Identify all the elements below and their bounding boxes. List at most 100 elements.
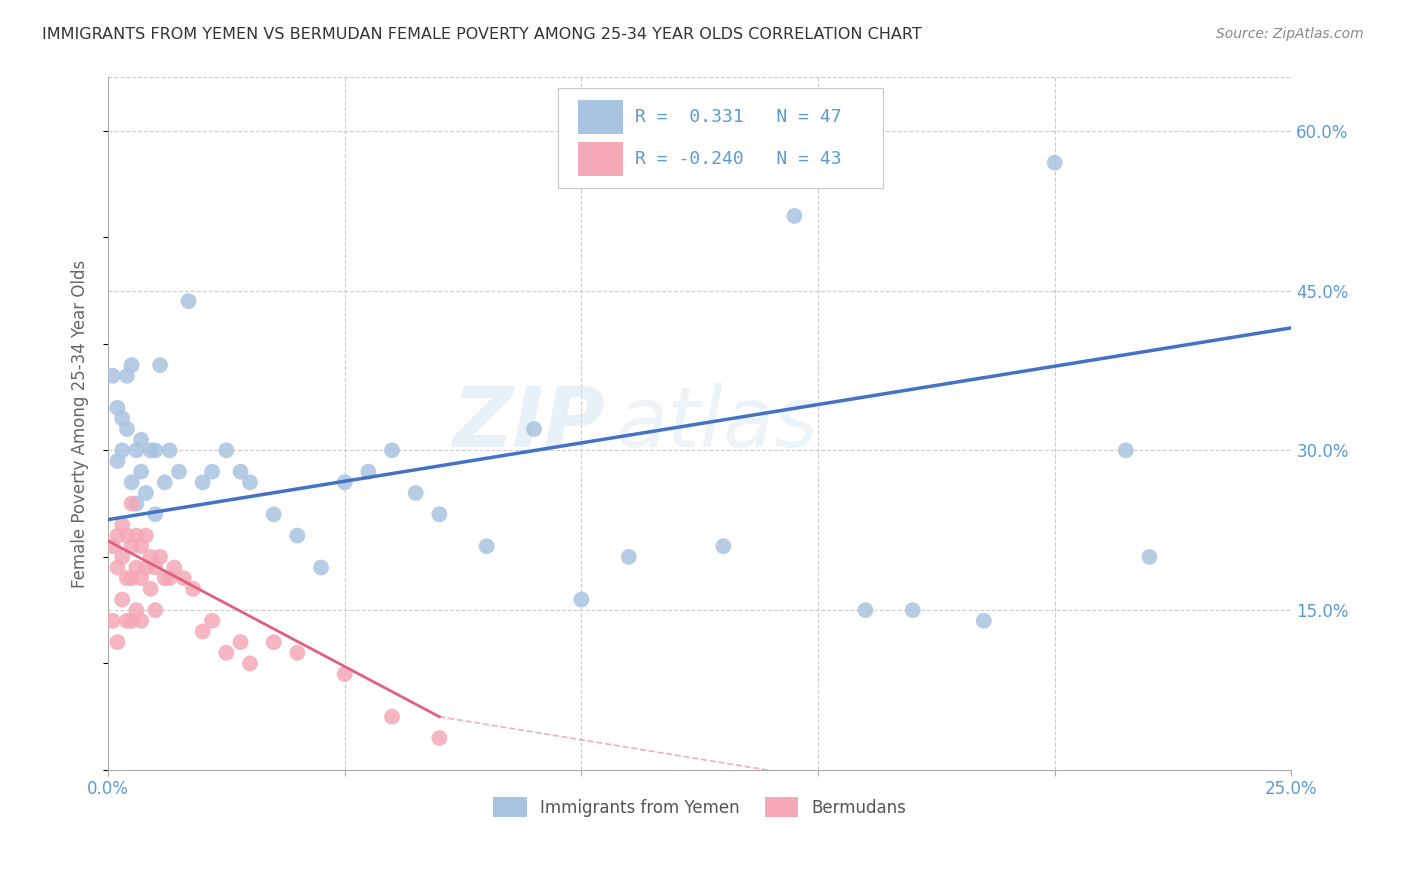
Point (201, 465, 224, 479)
Point (107, 560, 129, 574)
Point (901, 603, 924, 617)
Point (309, 560, 332, 574)
Point (115, 422, 138, 436)
Point (115, 368, 138, 383)
Point (143, 603, 166, 617)
Point (135, 560, 157, 574)
Point (125, 443, 148, 458)
Legend: Immigrants from Yemen, Bermudans: Immigrants from Yemen, Bermudans (486, 790, 912, 824)
Point (285, 528, 308, 542)
Point (427, 508, 450, 522)
Point (381, 443, 404, 458)
Point (149, 358, 172, 372)
Point (115, 528, 138, 542)
Point (101, 368, 124, 383)
Point (139, 443, 162, 458)
Point (973, 614, 995, 628)
Point (617, 549, 640, 564)
Point (121, 539, 143, 553)
Point (1043, 155, 1066, 169)
Point (111, 443, 134, 458)
Point (121, 497, 143, 511)
Bar (578, 142, 623, 177)
Point (523, 422, 546, 436)
Text: IMMIGRANTS FROM YEMEN VS BERMUDAN FEMALE POVERTY AMONG 25-34 YEAR OLDS CORRELATI: IMMIGRANTS FROM YEMEN VS BERMUDAN FEMALE… (42, 27, 922, 42)
Point (121, 614, 143, 628)
Point (215, 646, 238, 660)
Point (405, 486, 427, 500)
Point (143, 443, 166, 458)
Bar (578, 100, 623, 135)
Point (107, 635, 129, 649)
Point (115, 571, 138, 585)
Point (107, 454, 129, 468)
Point (129, 433, 152, 447)
Point (139, 582, 162, 596)
Point (129, 614, 152, 628)
Point (153, 571, 176, 585)
Point (121, 475, 143, 490)
Text: ZIP: ZIP (453, 384, 605, 464)
Point (229, 465, 252, 479)
Point (333, 667, 356, 681)
Point (115, 614, 138, 628)
Point (263, 635, 285, 649)
Point (177, 294, 200, 309)
Point (167, 465, 190, 479)
Point (159, 571, 181, 585)
Point (125, 497, 148, 511)
Point (285, 646, 308, 660)
Point (121, 358, 143, 372)
Point (173, 571, 195, 585)
Point (215, 443, 238, 458)
Point (143, 560, 166, 574)
Point (713, 539, 735, 553)
Point (1115, 443, 1137, 458)
Point (239, 657, 262, 671)
Text: R = -0.240   N = 43: R = -0.240 N = 43 (634, 150, 841, 168)
Point (107, 528, 129, 542)
Point (135, 528, 157, 542)
Point (181, 582, 204, 596)
Point (149, 549, 172, 564)
Text: atlas: atlas (617, 384, 818, 464)
Point (191, 475, 214, 490)
Point (129, 465, 152, 479)
FancyBboxPatch shape (558, 87, 883, 188)
Point (263, 508, 285, 522)
Point (163, 560, 186, 574)
Point (143, 508, 166, 522)
Y-axis label: Female Poverty Among 25-34 Year Olds: Female Poverty Among 25-34 Year Olds (72, 260, 89, 588)
Point (229, 635, 252, 649)
Point (129, 539, 152, 553)
Point (107, 401, 129, 415)
Point (139, 549, 162, 564)
Point (125, 528, 148, 542)
Text: Source: ZipAtlas.com: Source: ZipAtlas.com (1216, 27, 1364, 41)
Point (427, 731, 450, 745)
Point (101, 539, 124, 553)
Point (855, 603, 877, 617)
Point (201, 614, 224, 628)
Point (569, 592, 592, 607)
Point (475, 539, 498, 553)
Text: R =  0.331   N = 47: R = 0.331 N = 47 (634, 108, 841, 126)
Point (111, 549, 134, 564)
Point (125, 560, 148, 574)
Point (1139, 549, 1161, 564)
Point (125, 603, 148, 617)
Point (153, 475, 176, 490)
Point (239, 475, 262, 490)
Point (111, 592, 134, 607)
Point (191, 624, 214, 639)
Point (111, 411, 134, 425)
Point (111, 517, 134, 532)
Point (129, 571, 152, 585)
Point (101, 614, 124, 628)
Point (783, 209, 806, 223)
Point (333, 475, 356, 490)
Point (121, 571, 143, 585)
Point (159, 443, 181, 458)
Point (135, 486, 157, 500)
Point (357, 465, 380, 479)
